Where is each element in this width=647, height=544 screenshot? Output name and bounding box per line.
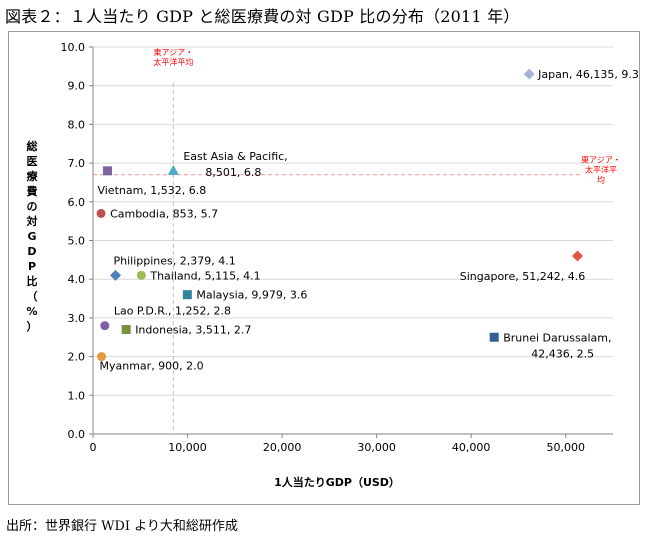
thailand-label: Thailand, 5,115, 4.1 (149, 269, 260, 282)
reference-label-x: 東アジア・太平洋平均 (153, 47, 193, 67)
x-tick-label: 30,000 (357, 441, 396, 454)
chart-frame: 東アジア・太平洋平均 東アジア・太平洋平均 Japan, 46,135, 9.3 E… (8, 31, 640, 505)
data-points (96, 68, 583, 362)
japan-label: Japan, 46,135, 9.3 (537, 68, 639, 81)
source-note: 出所：世界銀行 WDI より大和総研作成 (6, 519, 238, 534)
singapore-point (571, 250, 583, 262)
indonesia-point (121, 325, 131, 335)
vietnam-point (102, 166, 112, 176)
cambodia-point (96, 208, 106, 218)
east-asia-pacific-point (167, 164, 179, 175)
east-asia-pacific-label: East Asia & Pacific, 8,501, 6.8 (183, 150, 287, 179)
x-tick-label: 0 (90, 441, 97, 454)
y-tick-label: 9.0 (68, 80, 86, 93)
x-tick-label: 10,000 (168, 441, 207, 454)
malaysia-point (182, 290, 192, 300)
japan-point (523, 68, 535, 80)
philippines-point (109, 269, 121, 281)
indonesia-label: Indonesia, 3,511, 2.7 (135, 324, 251, 337)
malaysia-label: Malaysia, 9,979, 3.6 (196, 289, 307, 302)
myanmar-point (97, 352, 107, 362)
lao-p-d-r-label: Lao P.D.R., 1,252, 2.8 (114, 305, 231, 318)
y-tick-label: 0.0 (68, 428, 86, 441)
y-tick-label: 6.0 (68, 196, 86, 209)
y-tick-label: 4.0 (68, 273, 86, 286)
y-tick-label: 5.0 (68, 235, 86, 248)
x-axis-label: 1人当たりGDP（USD） (274, 475, 400, 489)
x-tick-label: 50,000 (546, 441, 585, 454)
y-tick-label: 8.0 (68, 118, 86, 131)
reference-label-y: 東アジア・太平洋平均 (581, 155, 621, 185)
brunei-darussalam-label: Brunei Darussalam, 42,436, 2.5 (503, 331, 611, 360)
y-tick-label: 1.0 (68, 389, 86, 402)
y-tick-label: 10.0 (61, 41, 86, 54)
figure-title: 図表２：１人当たり GDP と総医療費の対 GDP 比の分布（2011 年） (5, 7, 520, 26)
myanmar-label: Myanmar, 900, 2.0 (100, 360, 204, 373)
y-axis-label: 総医療費の対 G D P 比（%） (26, 139, 39, 333)
vietnam-label: Vietnam, 1,532, 6.8 (97, 184, 206, 197)
y-tick-label: 2.0 (68, 351, 86, 364)
y-tick-label: 7.0 (68, 157, 86, 170)
singapore-label: Singapore, 51,242, 4.6 (460, 270, 585, 283)
cambodia-label: Cambodia, 853, 5.7 (110, 207, 218, 220)
data-labels: Japan, 46,135, 9.3 East Asia & Pacific, 8,… (97, 68, 638, 373)
axes (89, 46, 613, 438)
brunei-darussalam-point (489, 332, 499, 342)
lao-p-d-r-point (100, 321, 110, 331)
x-tick-label: 20,000 (263, 441, 302, 454)
tick-labels: 0.0 1.0 2.0 3.0 4.0 5.0 6.0 7.0 8.0 9.0 10.0 0 10,00… (61, 41, 585, 454)
philippines-label: Philippines, 2,379, 4.1 (113, 254, 235, 267)
thailand-point (136, 270, 146, 280)
y-tick-label: 3.0 (68, 312, 86, 325)
grid-lines (93, 46, 613, 396)
x-tick-label: 40,000 (452, 441, 491, 454)
